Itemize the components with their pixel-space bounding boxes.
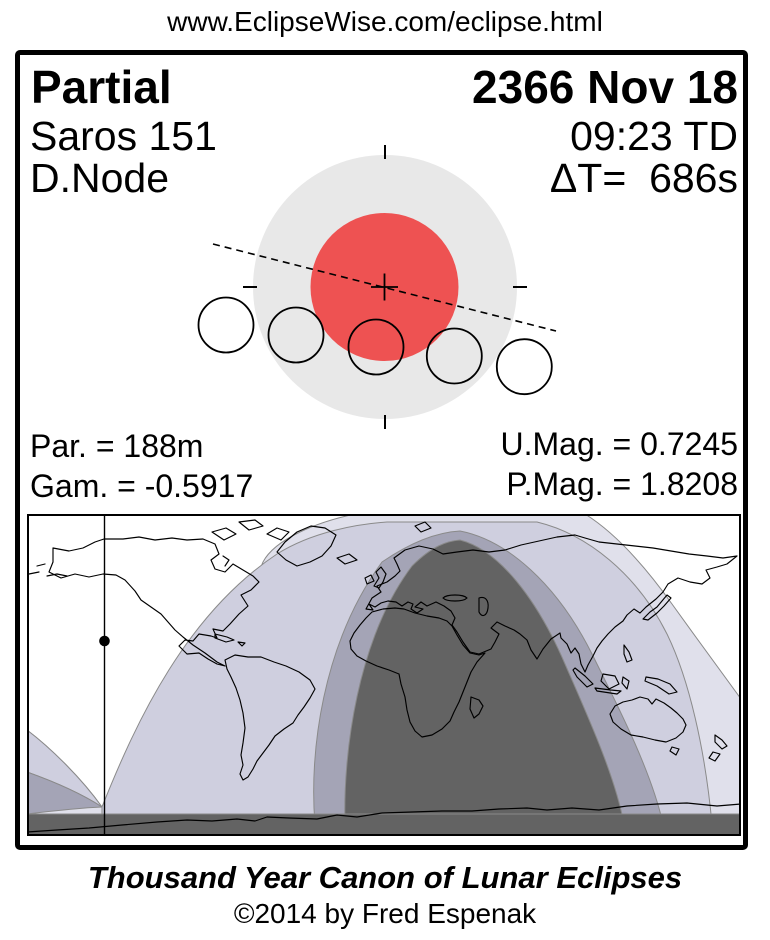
node-label: D.Node: [30, 155, 170, 201]
plate-frame: [15, 50, 748, 850]
coast-africa: [349, 607, 486, 738]
coast-hudson-bay: [222, 555, 230, 567]
moon-p1: [197, 296, 255, 354]
canon-title: Thousand Year Canon of Lunar Eclipses: [87, 860, 683, 895]
coast-british-isles: [364, 566, 387, 589]
eclipse-type-label: Partial: [31, 61, 172, 113]
coast-aleutians: [28, 563, 68, 577]
map-border: [27, 514, 741, 836]
eclipse-date: 2366 Nov 18: [472, 61, 738, 113]
moon-u1: [267, 306, 325, 364]
moon-zenith-point: [99, 635, 110, 647]
delta-t-value: ΔT= 686s: [549, 155, 738, 201]
coast-south-america: [224, 654, 316, 781]
moon-contact-circles: [197, 296, 553, 396]
coast-inland-seas: [442, 594, 489, 617]
coast-greenland: [276, 525, 337, 567]
coastlines: [27, 519, 741, 833]
ecliptic-path-dashed-line: [212, 243, 557, 332]
coast-north-america: [48, 536, 260, 667]
coast-antarctica: [27, 802, 741, 833]
greatest-eclipse-time: 09:23 TD: [570, 113, 738, 159]
moon-u4: [425, 327, 483, 385]
moon-greatest: [347, 318, 405, 376]
shadow-center-cross: [371, 273, 398, 301]
map-zone-not-visible: [344, 539, 625, 836]
coast-madagascar: [469, 696, 484, 719]
axis-ticks: [243, 145, 527, 429]
coast-iceland: [336, 553, 358, 565]
gamma-value: Gam. = -0.5917: [30, 468, 254, 504]
coast-eurasia: [365, 534, 738, 673]
coast-caribbean: [214, 633, 246, 647]
partial-duration: Par. = 188m: [30, 428, 204, 464]
umbral-magnitude: U.Mag. = 0.7245: [500, 426, 738, 462]
shadow-diagram: [197, 145, 557, 429]
penumbral-magnitude: P.Mag. = 1.8208: [506, 466, 738, 502]
site-url-caption[interactable]: www.EclipseWise.com/eclipse.html: [167, 6, 603, 37]
moon-p4: [495, 338, 553, 396]
coast-australia: [609, 696, 687, 756]
coast-philippines: [623, 644, 633, 663]
saros-series: Saros 151: [30, 113, 217, 159]
copyright-line: ©2014 by Fred Espenak: [233, 898, 537, 929]
coast-indonesia: [572, 667, 678, 695]
map-south-strip-not-visible: [27, 813, 741, 836]
coast-japan: [642, 594, 672, 621]
coast-arctic-islands: [211, 519, 432, 541]
coast-new-zealand: [708, 734, 728, 762]
visibility-map: [27, 514, 741, 836]
